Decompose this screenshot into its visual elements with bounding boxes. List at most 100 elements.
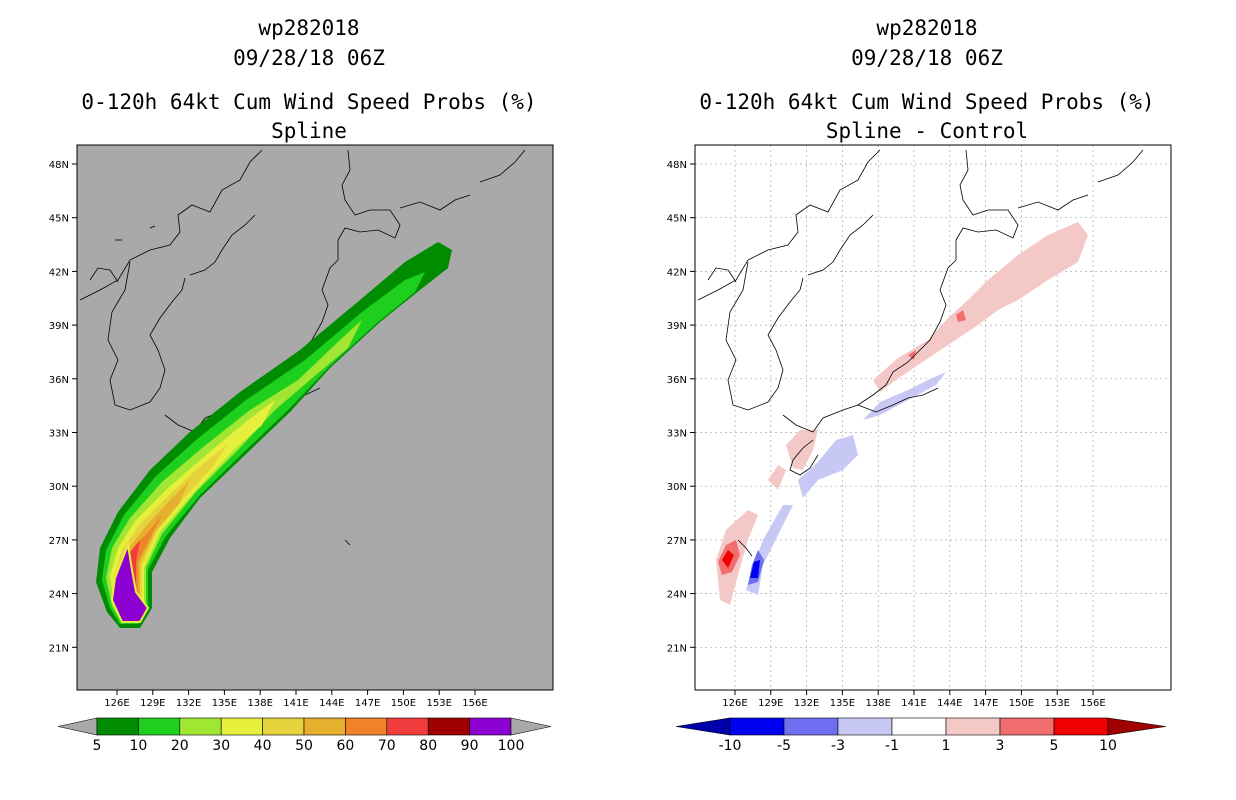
colorbar-label: 80 (419, 738, 437, 754)
colorbar-label: 30 (212, 738, 230, 754)
colorbar-label: 5 (93, 738, 102, 754)
colorbar-swatch (891, 717, 947, 736)
lat-tick-label: 30N (49, 482, 69, 493)
colorbar-high-arrow (1107, 717, 1167, 736)
colorbar-swatch (386, 717, 429, 736)
colorbar-low-arrow (57, 717, 98, 736)
colorbar-swatch (729, 717, 785, 736)
lat-tick-label: 45N (49, 214, 69, 225)
lon-tick-label: 135E (830, 698, 855, 709)
colorbar-swatch (138, 717, 181, 736)
colorbar-label: 1 (942, 738, 951, 754)
colorbar-label: 100 (498, 738, 525, 754)
lat-tick-label: 24N (49, 590, 69, 601)
colorbar-label: 3 (996, 738, 1005, 754)
lon-tick-label: 141E (283, 698, 308, 709)
colorbar-label: 60 (336, 738, 354, 754)
lon-tick-label: 144E (319, 698, 344, 709)
left-probability-field (96, 242, 452, 628)
right-coastlines (697, 149, 1144, 557)
left-map-frame (76, 144, 554, 691)
left-map-background (77, 145, 553, 690)
left-product-title: 0-120h 64kt Cum Wind Speed Probs (%) (81, 90, 537, 114)
colorbar-label: 5 (1050, 738, 1059, 754)
lon-tick-label: 144E (937, 698, 962, 709)
colorbar-low-arrow (675, 717, 731, 736)
lat-tick-label: 48N (49, 160, 69, 171)
left-lat-axis: 48N 45N 42N 39N 36N 33N 30N 27N 24N 21N (49, 160, 77, 654)
left-subtitle: Spline (271, 119, 347, 143)
colorbar-swatch (1053, 717, 1109, 736)
colorbar-swatch (837, 717, 893, 736)
right-difference-field (716, 222, 1088, 605)
left-colorbar: 5 10 20 30 40 50 60 70 80 90 100 (57, 717, 552, 754)
right-storm-id: wp282018 (876, 16, 978, 40)
lon-tick-label: 147E (973, 698, 998, 709)
lon-tick-label: 153E (426, 698, 451, 709)
colorbar-label: -1 (885, 738, 899, 754)
right-lat-axis: 48N 45N 42N 39N 36N 33N 30N 27N 24N 21N (667, 160, 695, 654)
colorbar-swatch (262, 717, 305, 736)
colorbar-label: 10 (1099, 738, 1117, 754)
colorbar-swatch (179, 717, 222, 736)
lat-tick-label: 27N (667, 536, 687, 547)
lon-tick-label: 147E (355, 698, 380, 709)
colorbar-label: 20 (171, 738, 189, 754)
lat-tick-label: 21N (49, 643, 69, 654)
lon-tick-label: 156E (462, 698, 487, 709)
lat-tick-label: 36N (667, 375, 687, 386)
lat-tick-label: 27N (49, 536, 69, 547)
colorbar-label: -5 (777, 738, 791, 754)
colorbar-label: 10 (129, 738, 147, 754)
colorbar-label: -10 (719, 738, 742, 754)
lon-tick-label: 132E (794, 698, 819, 709)
left-storm-id: wp282018 (258, 16, 360, 40)
colorbar-swatch (945, 717, 1001, 736)
lon-tick-label: 135E (212, 698, 237, 709)
colorbar-high-arrow (510, 717, 552, 736)
left-lon-axis: 126E 129E 132E 135E 138E 141E 144E 147E 150E 153E… (104, 690, 488, 709)
colorbar-label: 70 (378, 738, 396, 754)
colorbar-label: 40 (254, 738, 272, 754)
lon-tick-label: 156E (1080, 698, 1105, 709)
colorbar-swatch (783, 717, 839, 736)
colorbar-swatch (303, 717, 346, 736)
lon-tick-label: 141E (901, 698, 926, 709)
lon-tick-label: 150E (1009, 698, 1034, 709)
colorbar-swatch (999, 717, 1055, 736)
lat-tick-label: 42N (49, 267, 69, 278)
lat-tick-label: 24N (667, 590, 687, 601)
colorbar-label: 90 (461, 738, 479, 754)
lat-tick-label: 45N (667, 214, 687, 225)
lat-tick-label: 48N (667, 160, 687, 171)
lon-tick-label: 129E (140, 698, 165, 709)
lat-tick-label: 33N (667, 429, 687, 440)
left-datetime: 09/28/18 06Z (233, 46, 385, 70)
right-lon-axis: 126E 129E 132E 135E 138E 141E 144E 147E 150E 153E… (722, 690, 1106, 709)
lon-tick-label: 138E (865, 698, 890, 709)
right-colorbar: -10 -5 -3 -1 1 3 5 10 (675, 717, 1167, 754)
left-panel: wp282018 09/28/18 06Z 0-120h 64kt Cum Wi… (49, 16, 554, 754)
lon-tick-label: 132E (176, 698, 201, 709)
right-datetime: 09/28/18 06Z (851, 46, 1003, 70)
colorbar-swatch (220, 717, 263, 736)
right-product-title: 0-120h 64kt Cum Wind Speed Probs (%) (699, 90, 1155, 114)
right-map-background (695, 145, 1171, 690)
lon-tick-label: 150E (391, 698, 416, 709)
lat-tick-label: 21N (667, 643, 687, 654)
lon-tick-label: 126E (104, 698, 129, 709)
right-gridlines (695, 145, 1171, 690)
lat-tick-label: 33N (49, 429, 69, 440)
lon-tick-label: 153E (1044, 698, 1069, 709)
lon-tick-label: 138E (247, 698, 272, 709)
colorbar-label: -3 (831, 738, 845, 754)
colorbar-swatch (469, 717, 512, 736)
colorbar-swatch (427, 717, 470, 736)
lat-tick-label: 39N (667, 321, 687, 332)
right-map-frame (694, 144, 1172, 691)
right-panel: wp282018 09/28/18 06Z 0-120h 64kt Cum Wi… (618, 0, 1236, 800)
lat-tick-label: 39N (49, 321, 69, 332)
lat-tick-label: 36N (49, 375, 69, 386)
